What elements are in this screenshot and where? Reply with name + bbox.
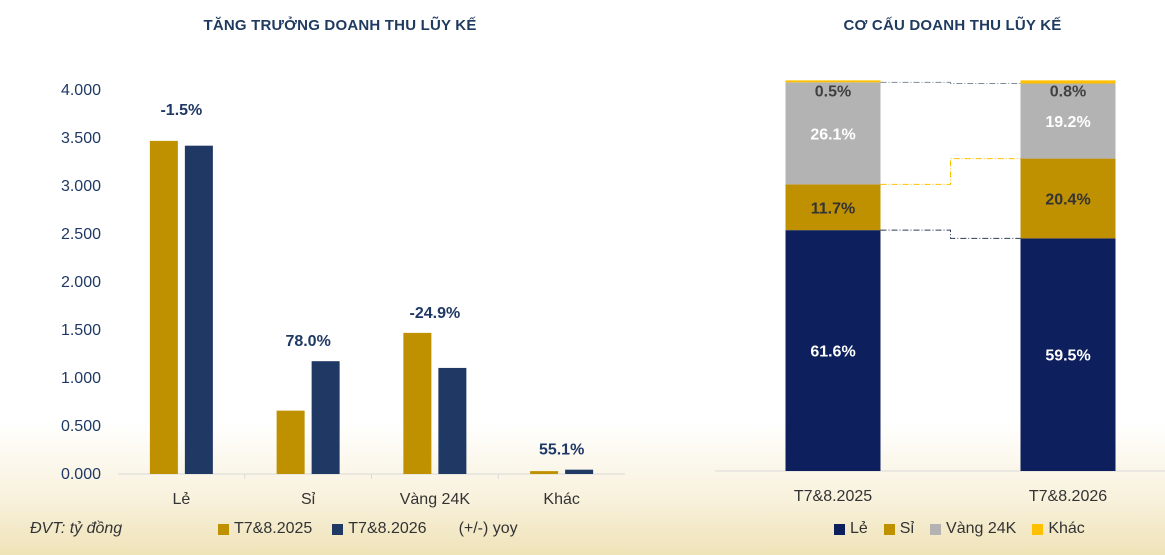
stack-segment	[1020, 238, 1116, 471]
series-connector-line	[880, 158, 1021, 185]
y-tick-label: 2.000	[61, 274, 101, 291]
stack-segment	[1020, 83, 1116, 159]
legend-swatch-2026	[332, 523, 344, 535]
segment-data-label: 20.4%	[1045, 191, 1090, 208]
stack-segment	[785, 230, 881, 471]
x-tick-label: T7&8.2025	[794, 488, 872, 505]
segment-data-label: 61.6%	[810, 344, 855, 361]
x-tick-label: Lẻ	[172, 491, 190, 508]
stack-segment	[785, 80, 881, 83]
yoy-data-label: -24.9%	[410, 305, 461, 322]
y-tick-label: 0.500	[61, 418, 101, 435]
segment-data-label: 11.7%	[811, 200, 855, 217]
segment-data-label: 0.8%	[1050, 83, 1086, 100]
series-connector-line	[880, 229, 1021, 239]
stack-segment	[785, 184, 881, 231]
x-tick-label: T7&8.2026	[1029, 488, 1107, 505]
y-tick-label: 0.000	[61, 466, 101, 483]
legend-swatch-le	[834, 523, 845, 535]
legend-label-yoy: (+/-) yoy	[458, 520, 518, 537]
legend-label-2025: T7&8.2025	[234, 520, 313, 537]
bar	[530, 471, 559, 474]
legend-label-khac: Khác	[1048, 520, 1085, 537]
legend-swatch-2025	[218, 523, 229, 535]
stack-segment	[785, 82, 881, 185]
legend-swatch-khac	[1032, 523, 1044, 535]
segment-data-label: 19.2%	[1045, 114, 1090, 131]
bar	[438, 367, 467, 474]
y-tick-label: 1.500	[61, 322, 101, 339]
left-legend: T7&8.2025 T7&8.2026 (+/-) yoy	[218, 520, 518, 538]
y-tick-label: 4.000	[61, 82, 101, 99]
legend-label-le: Lẻ	[850, 520, 868, 537]
y-tick-label: 1.000	[61, 370, 101, 387]
right-chart-title: CƠ CẤU DOANH THU LŨY KẾ	[843, 17, 1062, 34]
x-tick-label: Vàng 24K	[400, 491, 471, 508]
legend-label-si: Sỉ	[899, 520, 915, 537]
bar	[149, 140, 178, 474]
legend-label-2026: T7&8.2026	[348, 520, 427, 537]
bar	[184, 145, 213, 474]
x-tick-label: Khác	[543, 491, 579, 508]
y-tick-label: 3.000	[61, 178, 101, 195]
x-tick-label: Sỉ	[301, 491, 316, 508]
segment-data-label: 59.5%	[1045, 348, 1090, 365]
bar	[403, 332, 432, 474]
segment-data-label: 26.1%	[810, 126, 855, 143]
segment-data-label: 0.5%	[815, 83, 851, 100]
legend-swatch-vang	[930, 523, 942, 535]
legend-swatch-si	[883, 523, 895, 535]
growth-bar-chart: 0.000 0.500 1.000 1.500 2.000 2.500 3.000 3.500…	[61, 82, 625, 508]
legend-label-vang: Vàng 24K	[946, 520, 1017, 537]
y-tick-label: 3.500	[61, 130, 101, 147]
yoy-data-label: -1.5%	[160, 102, 202, 119]
bar	[565, 469, 594, 474]
yoy-data-label: 55.1%	[539, 442, 584, 459]
bar	[311, 361, 340, 474]
bar	[276, 410, 305, 474]
stack-segment	[1020, 80, 1116, 84]
series-connector-line	[880, 81, 1021, 85]
yoy-data-label: 78.0%	[285, 333, 330, 350]
unit-note: ĐVT: tỷ đồng	[30, 520, 123, 537]
y-tick-label: 2.500	[61, 226, 101, 243]
stack-segment	[1020, 158, 1116, 239]
left-chart-title: TĂNG TRƯỞNG DOANH THU LŨY KẾ	[203, 17, 477, 34]
right-legend: Lẻ Sỉ Vàng 24K Khác	[834, 520, 1085, 538]
structure-stacked-chart: 61.6% 11.7% 26.1% 0.5% T7&8.2025 59.5% 20.4% 19…	[715, 80, 1165, 505]
